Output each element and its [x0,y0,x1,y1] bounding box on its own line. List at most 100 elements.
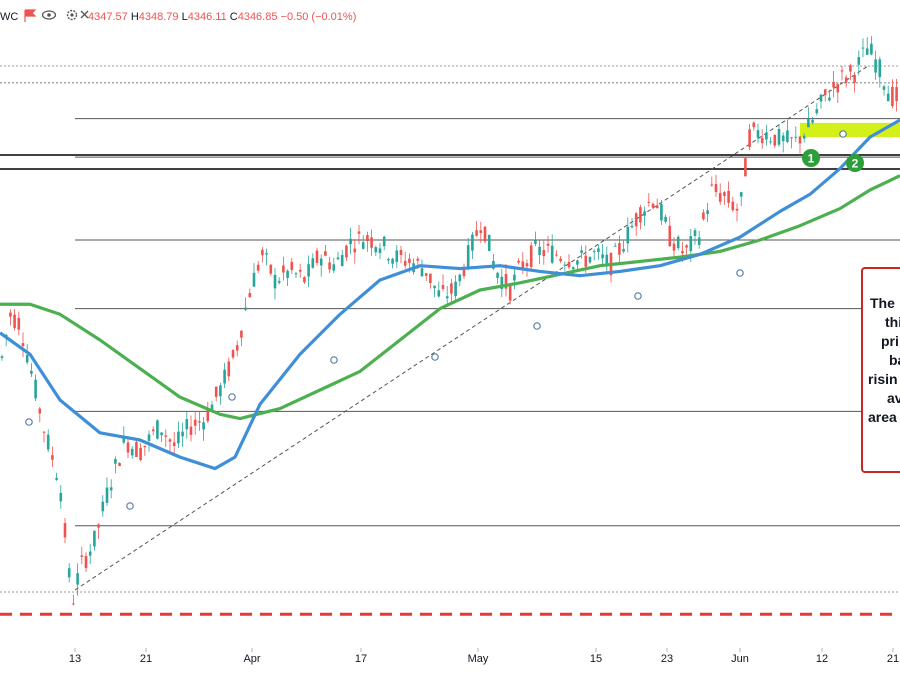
candle-body [685,245,688,248]
flag-icon[interactable] [24,9,37,22]
candle-body [634,213,638,227]
candle-body [676,236,680,249]
candle-body [9,312,12,317]
candle-body [487,234,491,251]
support-zone [0,122,900,170]
candle-body [815,109,819,114]
candle-body [403,260,407,266]
candle-body [781,135,785,142]
candle-body [508,284,512,301]
candle-body [340,255,344,267]
candle-body [550,245,554,263]
candle-body [836,84,840,93]
candle-body [765,132,768,140]
candle-body [370,237,373,248]
candle-body [101,501,105,512]
candle-body [504,274,508,289]
event-dot[interactable] [634,292,642,300]
candle-body [429,273,432,283]
candle-body [30,370,33,374]
candle-body [840,70,844,72]
candle-body [198,421,201,423]
candle-body [269,264,273,274]
ma-green-line [0,174,900,421]
close-icon[interactable] [80,10,89,19]
ohlc-value: 4346.11 [188,11,230,23]
event-dot[interactable] [126,502,134,510]
candle-body [328,262,331,270]
candle-body [723,192,726,196]
marker-circle [846,154,864,172]
candle-body [861,47,865,49]
candle-body [277,280,281,283]
event-dot[interactable] [839,130,847,138]
candle-body [21,343,25,346]
gear-icon[interactable] [66,9,78,21]
candle-body [437,290,441,297]
candle-body [727,190,730,203]
candle-body [0,356,4,358]
candle-body [357,231,361,234]
ohlc-label: H [131,11,139,23]
candle-body [391,258,394,264]
candle-body [744,158,747,177]
candle-body [668,225,672,247]
ohlc-values: 4347.57 H4348.79 L4346.11 C4346.85 −0.50… [88,11,356,23]
candle-body [223,369,226,384]
event-dot[interactable] [431,353,439,361]
candle-body [597,248,600,253]
candle-body [424,273,428,276]
candle-body [189,426,193,435]
candle-body [563,264,567,266]
candle-body [559,258,562,262]
eye-icon[interactable] [41,10,57,20]
event-dot[interactable] [330,356,338,364]
annotation-line: The [870,295,895,311]
candle-body [584,255,588,267]
candle-body [399,249,403,255]
candle-body [471,234,474,251]
ma-blue-line [0,118,900,471]
candle-body [576,260,579,265]
candle-body [349,238,352,245]
candlesticks [0,36,898,606]
candle-body [256,264,260,271]
candle-body [172,442,176,447]
candle-body [265,253,268,255]
candle-body [433,285,436,289]
marker-label: 2 [852,157,859,171]
candle-body [454,281,457,296]
x-tick-label: 12 [816,653,828,665]
horizontal-levels [0,65,900,616]
candle-body [567,261,571,268]
event-dot[interactable] [25,418,33,426]
candle-body [643,211,646,216]
candle-body [72,603,75,605]
candle-body [206,409,210,422]
candle-body [802,135,806,139]
candle-body [849,65,852,72]
candle-body [114,458,117,464]
candle-body [517,260,520,263]
x-axis: 13 21 Apr 17 May 15 23 Jun 12 21 [69,648,899,665]
candle-body [231,350,235,358]
annotation-line: pri [881,333,899,349]
candle-body [273,274,277,289]
candle-body [462,269,466,277]
candle-body [458,274,462,282]
candle-body [336,257,340,260]
x-tick-label: 13 [69,653,81,665]
event-dot[interactable] [736,269,744,277]
candle-body [227,361,231,377]
event-dot[interactable] [228,393,236,401]
candle-body [731,201,735,211]
candle-body [697,237,701,245]
candle-body [739,192,743,197]
event-dot[interactable] [533,322,541,330]
candle-body [307,264,310,277]
candle-body [181,431,184,437]
candle-body [303,277,306,283]
annotation-line: ba [889,352,900,368]
candle-body [298,269,302,272]
